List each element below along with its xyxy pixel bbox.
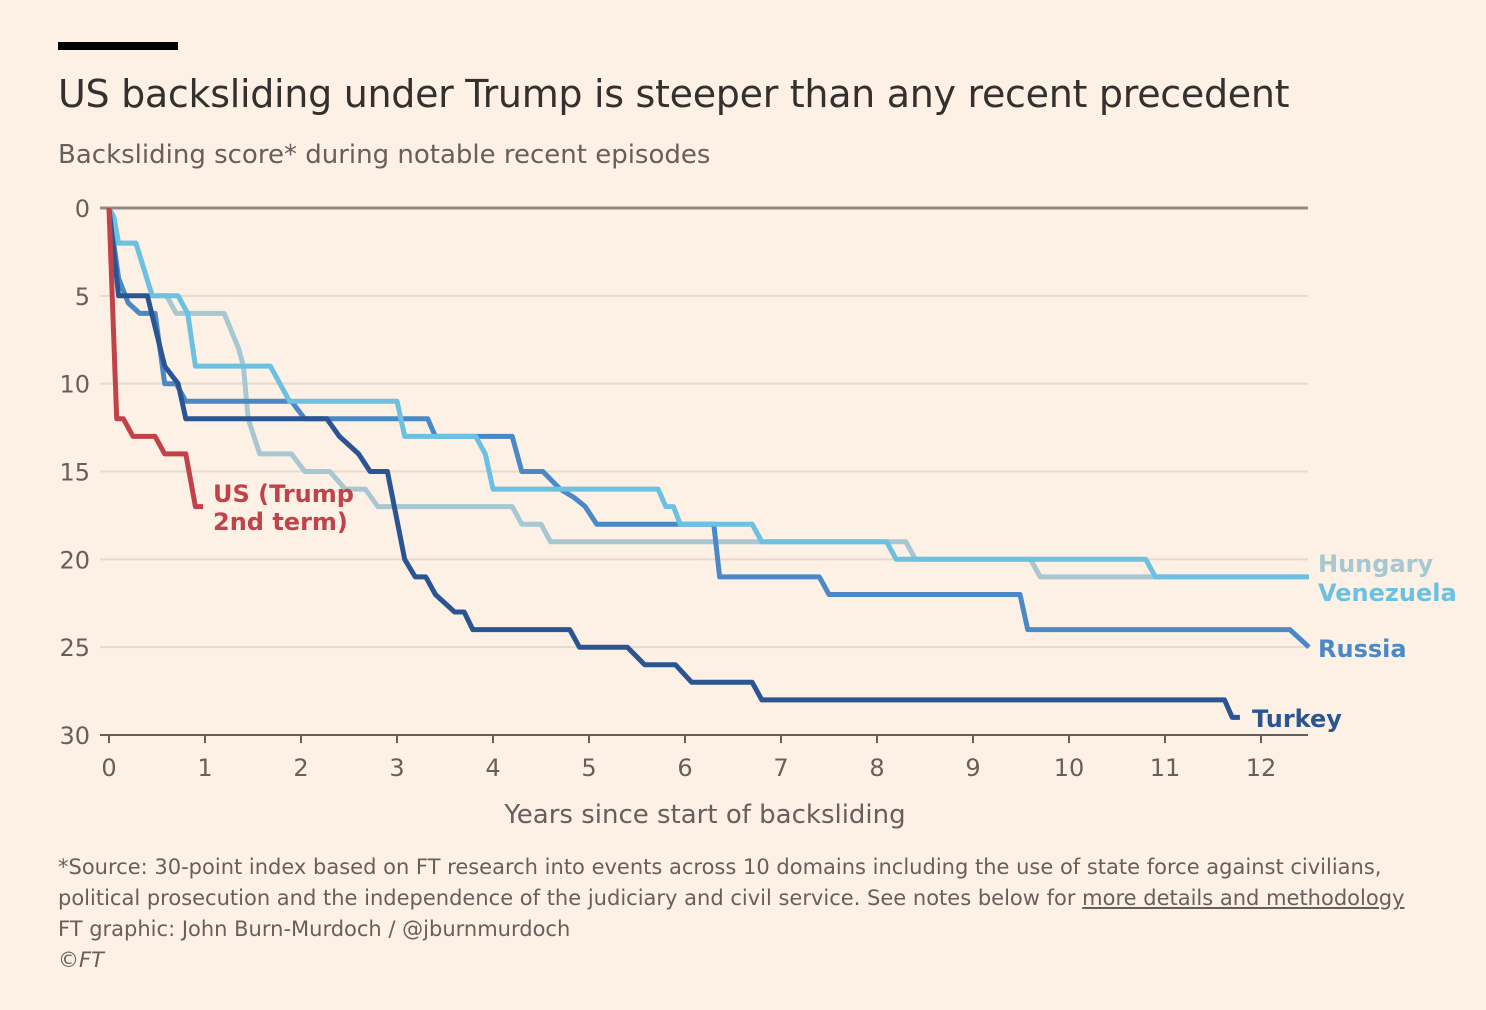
series-line-russia	[106, 207, 1311, 650]
label-turkey: Turkey	[1252, 705, 1342, 733]
x-tick-label: 8	[869, 754, 884, 782]
y-tick-label: 0	[75, 195, 90, 223]
x-tick-label: 9	[965, 754, 980, 782]
methodology-link[interactable]: more details and methodology	[1082, 886, 1405, 910]
label-russia: Russia	[1318, 635, 1407, 663]
x-tick-label: 12	[1246, 754, 1277, 782]
label-hungary: Hungary	[1318, 550, 1434, 578]
x-tick-label: 2	[293, 754, 308, 782]
copyright: ©FT	[58, 948, 104, 972]
source-note: *Source: 30-point index based on FT rese…	[58, 855, 1382, 910]
x-axis-label: Years since start of backsliding	[504, 800, 906, 830]
x-tick-label: 0	[101, 754, 116, 782]
series-line-venezuela	[106, 206, 1309, 580]
label-venezuela: Venezuela	[1318, 579, 1457, 607]
ft-title-bar	[58, 42, 178, 50]
series-line-us-trump-2nd-term-	[106, 207, 204, 510]
x-tick-label: 3	[389, 754, 404, 782]
footnote: *Source: 30-point index based on FT rese…	[58, 852, 1468, 976]
series-line-turkey	[106, 207, 1240, 720]
y-tick-label: 15	[59, 459, 90, 487]
y-tick-label: 5	[75, 283, 90, 311]
chart-subtitle: Backsliding score* during notable recent…	[58, 140, 711, 170]
x-tick-label: 1	[197, 754, 212, 782]
x-tick-label: 10	[1054, 754, 1085, 782]
x-tick-label: 11	[1150, 754, 1181, 782]
y-tick-label: 25	[59, 634, 90, 662]
x-tick-label: 4	[485, 754, 500, 782]
credit: FT graphic: John Burn-Murdoch / @jburnmu…	[58, 917, 571, 941]
x-tick-label: 5	[581, 754, 596, 782]
chart-title: US backsliding under Trump is steeper th…	[58, 72, 1290, 116]
y-tick-label: 30	[59, 722, 90, 750]
x-tick-label: 6	[677, 754, 692, 782]
label-us: US (Trump 2nd term)	[213, 480, 354, 536]
y-tick-label: 10	[59, 371, 90, 399]
x-tick-label: 7	[773, 754, 788, 782]
y-tick-label: 20	[59, 546, 90, 574]
